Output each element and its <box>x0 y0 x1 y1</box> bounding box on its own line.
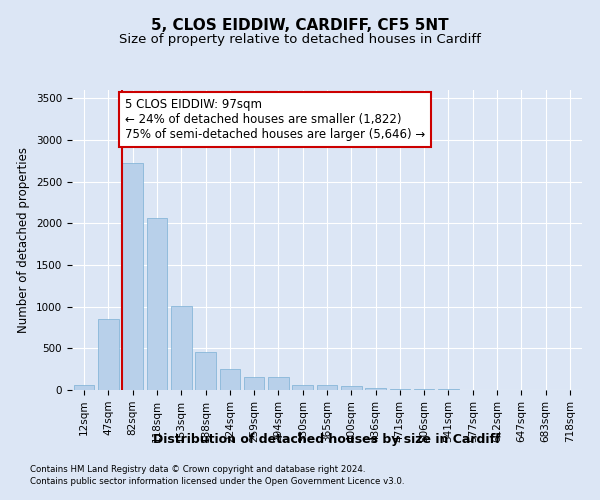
Text: 5 CLOS EIDDIW: 97sqm
← 24% of detached houses are smaller (1,822)
75% of semi-de: 5 CLOS EIDDIW: 97sqm ← 24% of detached h… <box>125 98 425 142</box>
Bar <box>74 386 94 390</box>
Bar <box>268 377 289 390</box>
Bar <box>122 164 143 390</box>
Text: Distribution of detached houses by size in Cardiff: Distribution of detached houses by size … <box>153 432 501 446</box>
Bar <box>146 218 167 390</box>
Bar <box>171 306 191 390</box>
Bar <box>292 384 313 390</box>
Bar <box>389 389 410 390</box>
Bar <box>244 377 265 390</box>
Bar <box>317 386 337 390</box>
Text: 5, CLOS EIDDIW, CARDIFF, CF5 5NT: 5, CLOS EIDDIW, CARDIFF, CF5 5NT <box>151 18 449 32</box>
Bar <box>98 319 119 390</box>
Y-axis label: Number of detached properties: Number of detached properties <box>17 147 31 333</box>
Text: Contains public sector information licensed under the Open Government Licence v3: Contains public sector information licen… <box>30 477 404 486</box>
Bar <box>195 352 216 390</box>
Bar <box>220 369 240 390</box>
Bar <box>414 389 434 390</box>
Bar <box>341 386 362 390</box>
Bar <box>365 388 386 390</box>
Text: Size of property relative to detached houses in Cardiff: Size of property relative to detached ho… <box>119 32 481 46</box>
Text: Contains HM Land Registry data © Crown copyright and database right 2024.: Contains HM Land Registry data © Crown c… <box>30 466 365 474</box>
